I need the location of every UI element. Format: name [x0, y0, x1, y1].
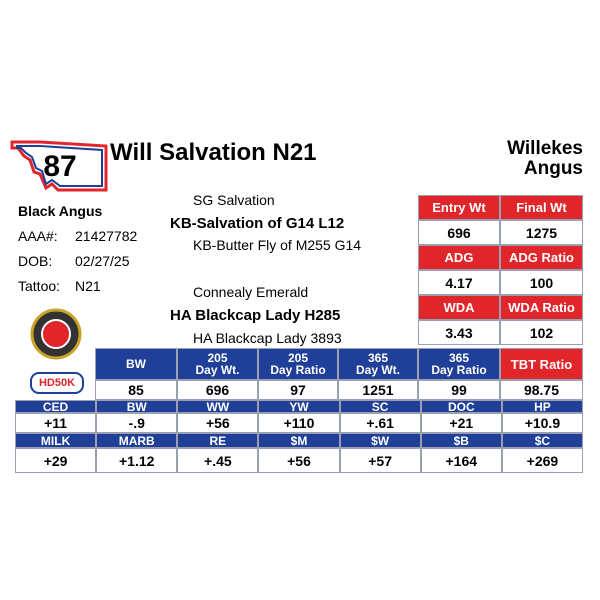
test-header: Entry Wt: [418, 195, 500, 220]
header-line: 205: [207, 351, 228, 365]
pedigree-grandparent: HA Blackcap Lady 3893: [193, 330, 342, 346]
test-header: ADG: [418, 245, 500, 270]
epd-header: WW: [177, 400, 259, 413]
epd-header: MARB: [96, 433, 178, 448]
header-line: BW: [126, 357, 146, 371]
epd-value: +29: [15, 448, 97, 473]
test-header: Final Wt: [500, 195, 583, 220]
test-header: WDA Ratio: [500, 295, 583, 320]
test-header: ADG Ratio: [500, 245, 583, 270]
epd-header: YW: [258, 400, 340, 413]
breeder: Willekes Angus: [507, 139, 583, 179]
header-line: Day Wt.: [195, 363, 240, 377]
performance-value: 85: [95, 380, 177, 400]
performance-header: 205 Day Ratio: [258, 348, 338, 380]
info-value: 02/27/25: [75, 253, 130, 269]
epd-header: CED: [15, 400, 97, 413]
epd-value: +56: [258, 448, 340, 473]
header-line: 365: [448, 351, 470, 365]
test-header: WDA: [418, 295, 500, 320]
epd-value: +11: [15, 413, 97, 433]
epd-header: HP: [501, 400, 583, 413]
epd-header: $W: [339, 433, 421, 448]
lot-badge: 87: [10, 140, 108, 192]
performance-header: TBT Ratio: [500, 348, 583, 380]
performance-header: 205 Day Wt.: [177, 348, 258, 380]
header-line: Day Ratio: [270, 363, 326, 377]
genomic-logo: HD50K: [30, 372, 84, 394]
state-inner: [16, 145, 103, 187]
test-value: 100: [500, 270, 583, 295]
test-value: 696: [418, 220, 500, 245]
epd-value: +164: [420, 448, 502, 473]
pedigree-parent: KB-Salvation of G14 L12: [170, 215, 345, 232]
epd-header: MILK: [15, 433, 97, 448]
epd-value: +57: [339, 448, 421, 473]
lot-number: 87: [43, 150, 76, 183]
performance-value: 696: [177, 380, 258, 400]
header-line: 365: [367, 351, 389, 365]
performance-value: 99: [418, 380, 500, 400]
epd-value: +110: [258, 413, 340, 433]
epd-header: BW: [96, 400, 178, 413]
info-label: DOB:: [18, 253, 53, 269]
certification-seal: [30, 308, 82, 360]
performance-header: 365 Day Ratio: [418, 348, 500, 380]
breed: Black Angus: [18, 203, 103, 219]
header-line: Day Wt.: [355, 363, 400, 377]
epd-value: +.61: [339, 413, 421, 433]
info-value: N21: [75, 278, 101, 294]
epd-header: SC: [339, 400, 421, 413]
header-line: Day Ratio: [431, 363, 487, 377]
header-line: 205: [287, 351, 309, 365]
performance-value: 97: [258, 380, 338, 400]
pedigree-grandparent: SG Salvation: [193, 192, 275, 208]
epd-header: $B: [420, 433, 502, 448]
info-value: 21427782: [75, 228, 138, 244]
pedigree-grandparent: Connealy Emerald: [193, 284, 309, 300]
epd-value: +.45: [177, 448, 259, 473]
test-value: 1275: [500, 220, 583, 245]
epd-header: RE: [177, 433, 259, 448]
epd-header: DOC: [420, 400, 502, 413]
info-label: Tattoo:: [18, 278, 61, 294]
epd-value: -.9: [96, 413, 178, 433]
pedigree-grandparent: KB-Butter Fly of M255 G14: [193, 237, 362, 253]
breeder-line: Angus: [523, 158, 583, 179]
header-line: TBT Ratio: [510, 356, 573, 372]
performance-value: 1251: [338, 380, 418, 400]
info-label: AAA#:: [18, 228, 58, 244]
performance-value: 98.75: [500, 380, 583, 400]
pedigree-parent: HA Blackcap Lady H285: [170, 307, 341, 324]
epd-value: +10.9: [501, 413, 583, 433]
test-value: 3.43: [418, 320, 500, 345]
epd-header: $C: [501, 433, 583, 448]
epd-value: +21: [420, 413, 502, 433]
performance-header: BW: [95, 348, 177, 380]
seal-center: [41, 319, 71, 349]
animal-name: Will Salvation N21: [110, 139, 317, 166]
test-value: 102: [500, 320, 583, 345]
breeder-line: Willekes: [507, 138, 583, 159]
epd-value: +56: [177, 413, 259, 433]
epd-header: $M: [258, 433, 340, 448]
test-value: 4.17: [418, 270, 500, 295]
epd-value: +269: [501, 448, 583, 473]
epd-value: +1.12: [96, 448, 178, 473]
performance-header: 365 Day Wt.: [338, 348, 418, 380]
